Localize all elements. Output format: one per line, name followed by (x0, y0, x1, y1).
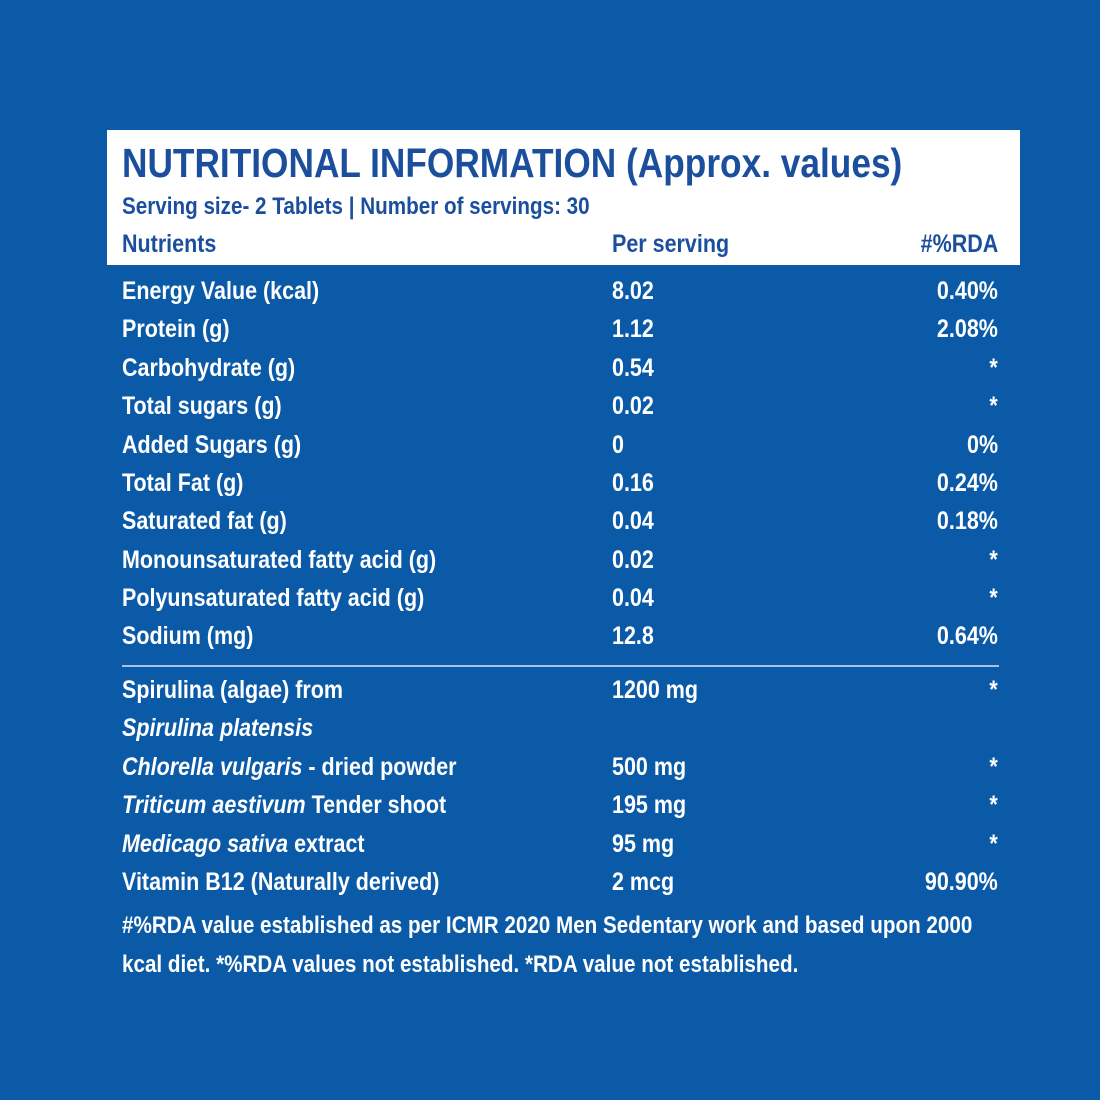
rda: 0.24% (937, 469, 998, 497)
per-serving: 0.02 (612, 546, 654, 574)
nutrient-name: Spirulina (algae) from (122, 678, 343, 703)
per-serving: 0 (612, 431, 624, 459)
rda: * (989, 584, 998, 612)
rda: * (989, 354, 998, 382)
name-part: Added Sugars (g) (122, 431, 302, 459)
per-serving: 95 mg (612, 830, 675, 858)
name-part: Chlorella vulgaris (122, 753, 303, 781)
per-serving: 0.16 (612, 469, 654, 497)
name-part: Sodium (mg) (122, 622, 254, 650)
nutrient-name: Monounsaturated fatty acid (g) (122, 548, 436, 573)
nutrient-name: Protein (g) (122, 317, 230, 342)
per-serving: 12.8 (612, 622, 654, 650)
name-part: Total sugars (g) (122, 392, 282, 420)
rda: * (989, 791, 998, 819)
name-part: Spirulina platensis (122, 714, 314, 742)
name-part: - dried powder (302, 753, 457, 781)
name-part: Saturated fat (g) (122, 507, 287, 535)
rda: 0.40% (937, 277, 998, 305)
rda: * (989, 392, 998, 420)
rda: 0.18% (937, 507, 998, 535)
rda: 0.64% (937, 622, 998, 650)
per-serving: 2 mcg (612, 868, 675, 896)
name-part: Carbohydrate (g) (122, 354, 296, 382)
nutrient-name: Sodium (mg) (122, 624, 253, 649)
nutrient-name: Added Sugars (g) (122, 433, 301, 458)
column-header: Per serving (612, 230, 730, 258)
serving-info: Serving size- 2 Tablets | Number of serv… (122, 193, 590, 220)
nutrient-name: Saturated fat (g) (122, 509, 287, 534)
rda: 90.90% (925, 868, 998, 896)
header-box (107, 130, 1020, 265)
name-part: Energy Value (kcal) (122, 277, 320, 305)
nutrient-name: Carbohydrate (g) (122, 356, 295, 381)
footnote: #%RDA value established as per ICMR 2020… (122, 912, 973, 978)
nutrient-name: Total Fat (g) (122, 471, 243, 496)
name-part: Vitamin B12 (Naturally derived) (122, 868, 440, 896)
rda: 2.08% (937, 315, 998, 343)
per-serving: 8.02 (612, 277, 654, 305)
rda: * (989, 830, 998, 858)
column-header: #%RDA (920, 230, 998, 258)
name-part: Triticum aestivum (122, 791, 306, 819)
divider (122, 665, 999, 667)
per-serving: 0.02 (612, 392, 654, 420)
nutrient-name: Energy Value (kcal) (122, 279, 319, 304)
per-serving: 0.04 (612, 507, 654, 535)
nutrient-name: Triticum aestivum Tender shoot (122, 793, 446, 818)
name-part: extract (288, 830, 365, 858)
nutrient-name: Total sugars (g) (122, 394, 282, 419)
name-part: Spirulina (algae) from (122, 676, 344, 704)
nutrient-name: Medicago sativa extract (122, 832, 365, 857)
name-part: Monounsaturated fatty acid (g) (122, 546, 437, 574)
name-part: Medicago sativa (122, 830, 289, 858)
rda: * (989, 676, 998, 704)
per-serving: 1200 mg (612, 676, 699, 704)
nutrient-name: Polyunsaturated fatty acid (g) (122, 586, 424, 611)
rda: * (989, 546, 998, 574)
column-header: Nutrients (122, 230, 217, 258)
name-part: Polyunsaturated fatty acid (g) (122, 584, 425, 612)
name-part: Tender shoot (305, 791, 447, 819)
per-serving: 1.12 (612, 315, 654, 343)
nutrient-name: Vitamin B12 (Naturally derived) (122, 870, 439, 895)
name-part: Protein (g) (122, 315, 230, 343)
per-serving: 500 mg (612, 753, 687, 781)
rda: * (989, 753, 998, 781)
rda: 0% (966, 431, 998, 459)
per-serving: 0.54 (612, 354, 654, 382)
nutrient-name: Spirulina platensis (122, 716, 313, 741)
per-serving: 0.04 (612, 584, 654, 612)
name-part: Total Fat (g) (122, 469, 244, 497)
per-serving: 195 mg (612, 791, 687, 819)
title: NUTRITIONAL INFORMATION (Approx. values) (122, 140, 903, 186)
nutrient-name: Chlorella vulgaris - dried powder (122, 755, 457, 780)
